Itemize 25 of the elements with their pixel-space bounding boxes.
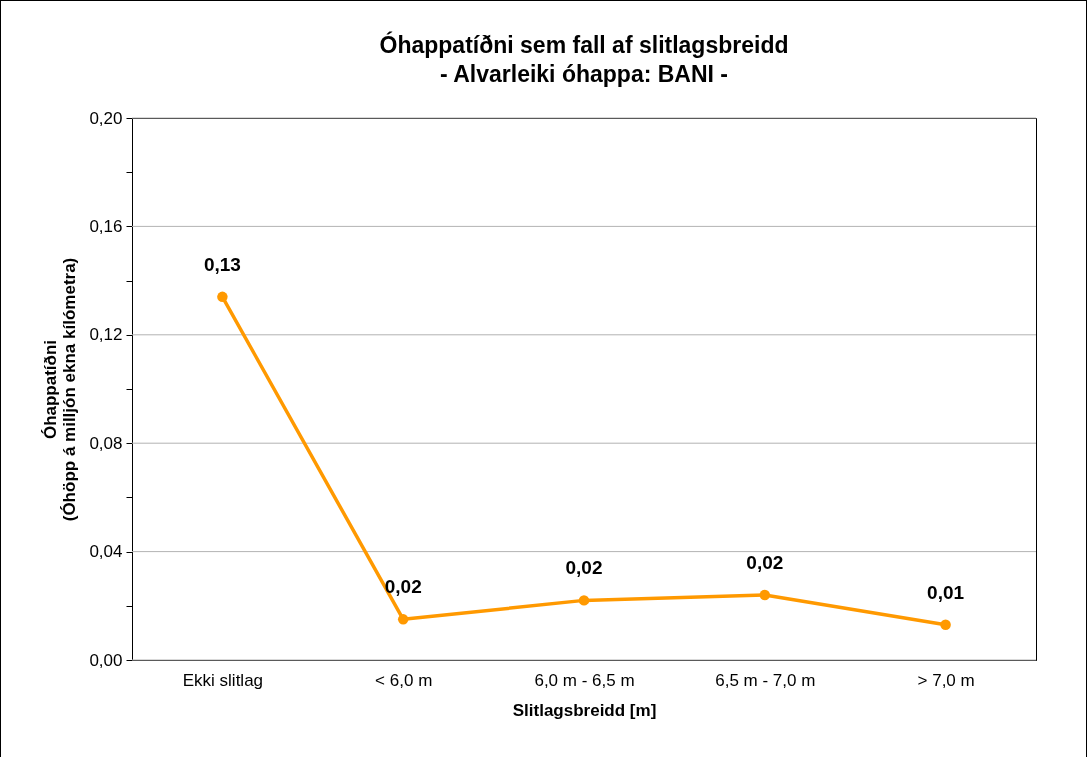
chart-subtitle: - Alvarleiki óhappa: BANI -: [440, 61, 728, 87]
point: [940, 619, 951, 630]
x-tick-label: > 7,0 m: [917, 670, 975, 690]
point: [759, 589, 771, 601]
data-label: 0,01: [927, 581, 965, 603]
data-label: 0,02: [565, 557, 603, 579]
y-tick-label: 0,16: [89, 216, 123, 236]
x-tick-label: 6,0 m - 6,5 m: [534, 670, 635, 690]
x-tick-label: 6,5 m - 7,0 m: [715, 670, 816, 690]
x-axis-title: Slitlagsbreidd [m]: [512, 700, 657, 720]
point: [578, 595, 590, 606]
x-tick-label: Ekki slitlag: [182, 670, 264, 690]
data-label: 0,02: [746, 551, 784, 573]
point: [397, 614, 409, 625]
data-label: 0,13: [203, 253, 241, 275]
y-tick-label: 0,08: [89, 433, 123, 453]
point: [217, 291, 228, 303]
x-tick-label: < 6,0 m: [375, 670, 433, 690]
y-tick-label: 0,20: [89, 108, 123, 128]
y-axis-title: Óhappatíðni (Óhöpp á milljón ekna kílómetra): [41, 257, 80, 522]
data-label: 0,02: [384, 576, 422, 598]
chart-title: Óhappatíðni sem fall af slitlagsbreidd: [379, 31, 789, 58]
y-tick-label: 0,00: [89, 650, 123, 670]
y-tick-label: 0,04: [89, 542, 123, 562]
y-tick-label: 0,12: [89, 325, 123, 345]
